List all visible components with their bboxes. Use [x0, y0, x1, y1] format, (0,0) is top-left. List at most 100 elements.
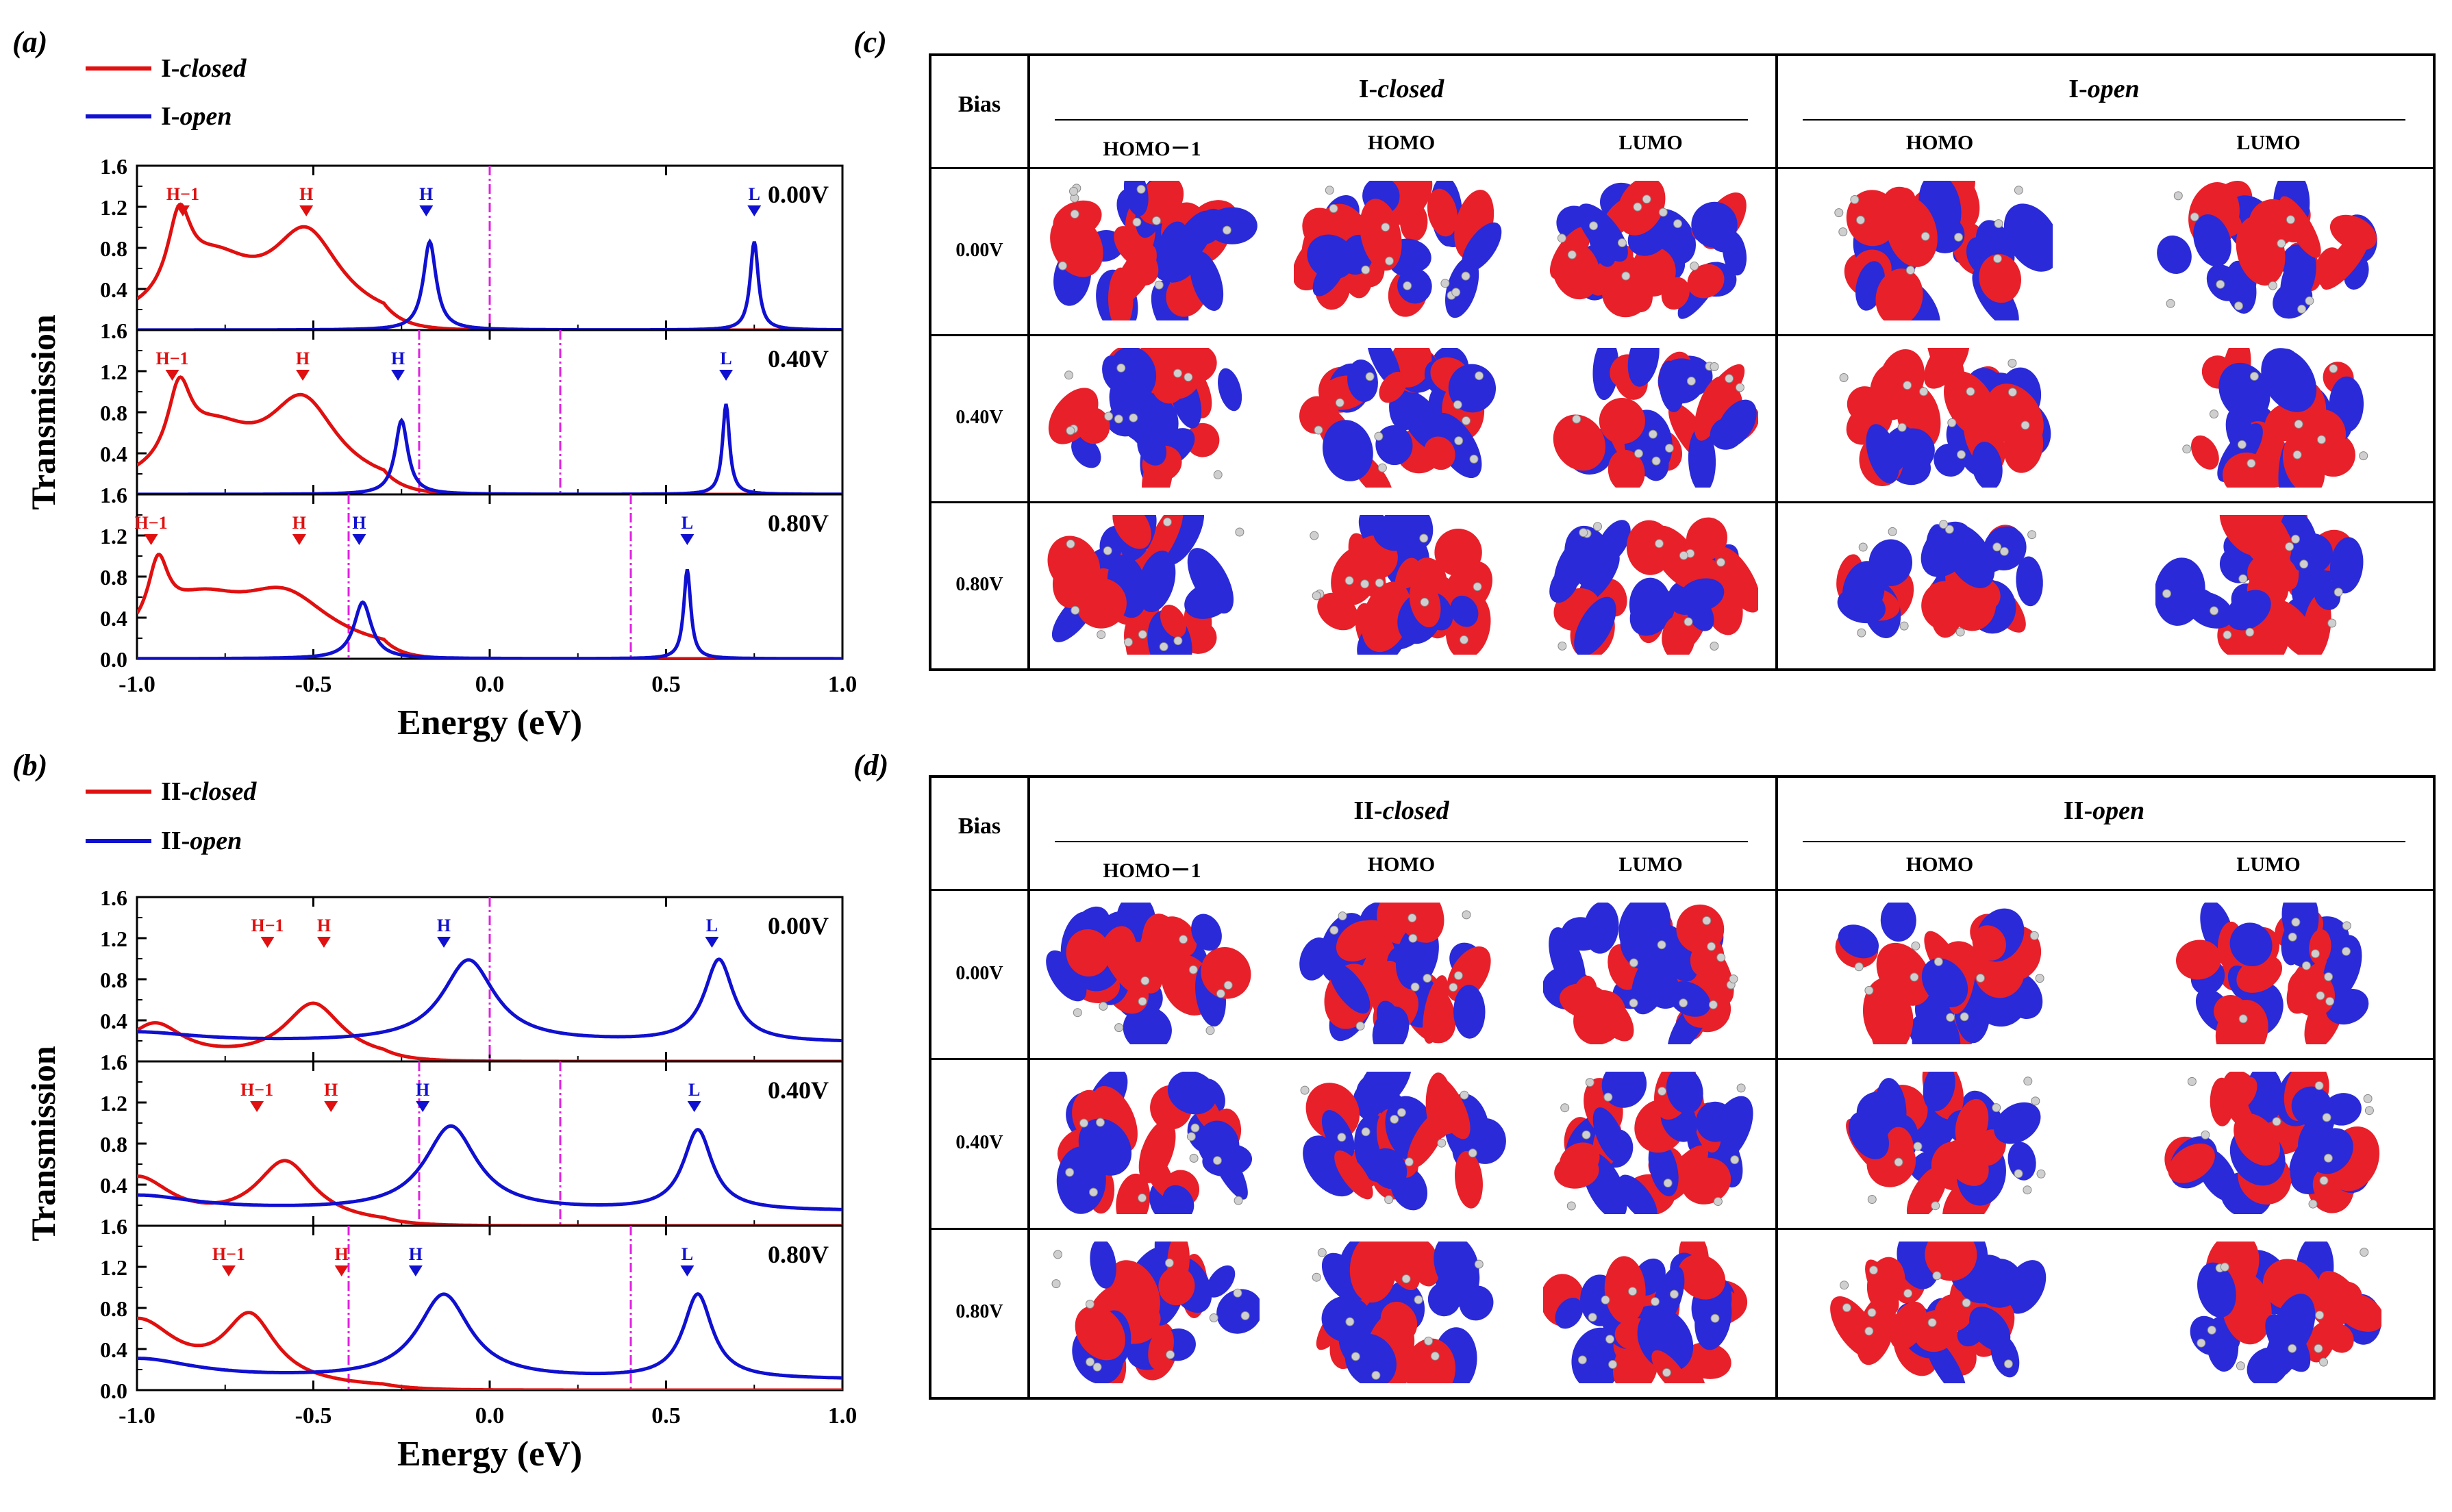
atom [2342, 946, 2351, 956]
atom [1408, 914, 1417, 922]
atom [2311, 949, 2320, 959]
atom [1377, 463, 1387, 473]
orbital-header: HOMO [1905, 853, 1974, 876]
atom [1420, 597, 1429, 607]
table-row-divider [931, 1227, 2433, 1230]
orbital-isosurface-image [1540, 1231, 1748, 1398]
y-tick-label: 0.4 [100, 606, 127, 631]
peak-label: H−1 [212, 1244, 245, 1276]
orbital-isosurface-image [1056, 1069, 1253, 1230]
group-header-open: II-open [2063, 796, 2145, 825]
orbital-table-c: Bias I-closed HOMO－1 HOMO LUMO I-open HOMO LUMO… [929, 53, 2436, 679]
orbital-cell [1044, 1217, 1263, 1391]
atom [1702, 916, 1712, 925]
peak-label-text: H−1 [135, 513, 168, 533]
atom [2322, 1113, 2331, 1122]
atom [1864, 985, 1874, 995]
orbital-cell [1827, 163, 2060, 339]
orbital-lobe [1380, 1301, 1418, 1342]
atom [1097, 630, 1106, 640]
orbital-isosurface-image [1836, 520, 2043, 638]
peak-label-text: H−1 [155, 349, 188, 368]
orbital-cell [1543, 329, 1760, 493]
atom [1910, 972, 1919, 982]
atom [1557, 234, 1566, 243]
orbital-lobe [2236, 216, 2286, 286]
orbital-lobe [1650, 525, 1704, 590]
orbital-header: HOMO [1905, 131, 1974, 154]
orbital-lobe [1876, 942, 1931, 1006]
atom [1371, 1370, 1381, 1380]
atom [1601, 1295, 1610, 1305]
orbital-lobe [1450, 595, 1479, 627]
orbital-lobe [1950, 580, 1992, 630]
bias-row-label: 0.40V [955, 1132, 1003, 1153]
orbital-lobe [1945, 1139, 1989, 1187]
atom [1839, 373, 1849, 382]
atom [2023, 1076, 2033, 1086]
atom [2027, 530, 2037, 540]
atom [1071, 605, 1080, 615]
atom [2166, 299, 2175, 308]
orbital-lobe [1138, 551, 1176, 613]
atom [2234, 301, 2243, 311]
orbital-lobe [1555, 1297, 1584, 1329]
table-row-divider [931, 334, 2433, 336]
atom [1132, 217, 1142, 227]
bias-label: 0.80V [768, 1241, 829, 1268]
atom [1992, 542, 2002, 552]
atom [1947, 418, 1957, 427]
bias-header: Bias [958, 814, 1001, 839]
orbital-lobe [1046, 950, 1087, 1002]
atom [1073, 1008, 1082, 1018]
orbital-isosurface-image [1047, 502, 1244, 679]
legend-swatch-open [86, 114, 151, 118]
atom [1962, 1298, 1971, 1307]
atom [1842, 1302, 1851, 1312]
orbital-cell [1044, 894, 1260, 1053]
x-axis-label: Energy (eV) [397, 1435, 582, 1474]
atom [1888, 527, 1897, 536]
atom [1235, 527, 1244, 537]
x-tick-label: 0.0 [475, 1403, 505, 1428]
atom [1710, 1313, 1720, 1323]
atom [1642, 194, 1651, 204]
orbital-cell [1294, 1050, 1509, 1213]
orbital-lobe [1090, 1238, 1116, 1289]
peak-marker [680, 534, 695, 545]
atom [2315, 1310, 2325, 1320]
atom [1593, 522, 1602, 531]
orbital-lobe [1684, 1342, 1731, 1379]
orbital-lobe [2154, 557, 2205, 626]
atom [1430, 1351, 1440, 1361]
y-tick-label: 1.6 [100, 1050, 127, 1074]
atom [1173, 368, 1182, 378]
orbital-lobe [1375, 425, 1413, 466]
bias-label: 0.40V [768, 1076, 829, 1104]
peak-label-text: H [296, 349, 310, 368]
table-header-divider [931, 889, 2433, 891]
atom [2247, 459, 2256, 468]
orbital-lobe [1370, 1148, 1408, 1189]
peak-label-text: H [409, 1244, 423, 1264]
atom [1114, 1023, 1124, 1033]
orbital-lobe [2261, 348, 2317, 412]
orbital-lobe [1979, 253, 2022, 303]
orbital-isosurface-image [1299, 882, 1491, 1055]
orbital-lobe [1321, 1110, 1355, 1159]
atom [1589, 221, 1599, 231]
atom [2294, 419, 2303, 429]
orbital-lobe [1329, 963, 1371, 1014]
atom [1385, 256, 1394, 266]
peak-marker [175, 205, 190, 216]
atom [2329, 364, 2338, 373]
orbital-lobe [1975, 1258, 2023, 1308]
atom [1903, 381, 1912, 390]
orbital-lobe [1423, 975, 1449, 1044]
atom [1338, 911, 1347, 921]
orbital-lobe [2305, 1321, 2336, 1363]
atom [2325, 996, 2335, 1006]
atom [1184, 373, 1193, 382]
orbital-lobe [1206, 1265, 1236, 1298]
atom [1679, 998, 1688, 1008]
